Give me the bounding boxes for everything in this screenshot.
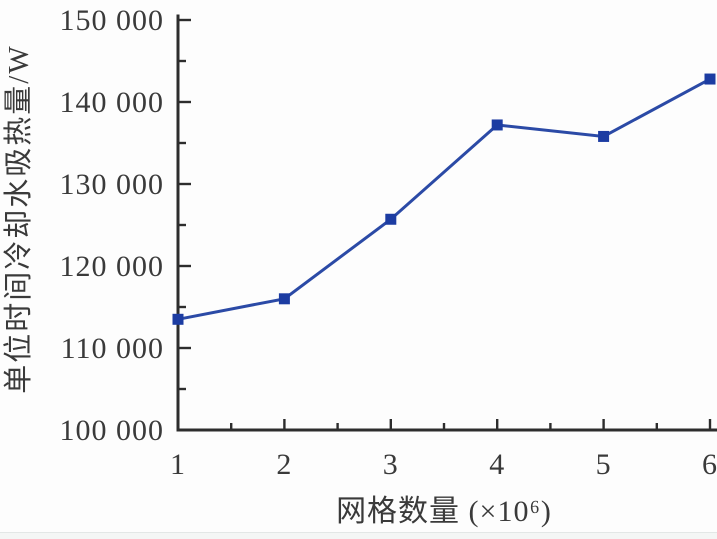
x-tick-label: 3	[383, 448, 399, 481]
y-tick-label: 150 000	[60, 4, 165, 37]
y-tick-label: 120 000	[60, 250, 165, 283]
y-tick-label: 110 000	[61, 332, 164, 365]
x-axis-title: 网格数量 (×10⁶)	[336, 495, 552, 528]
data-line	[177, 77, 711, 321]
axes	[176, 14, 717, 432]
x-tick-label: 6	[702, 448, 717, 481]
y-tick-label: 100 000	[60, 414, 165, 447]
data-point-marker	[598, 130, 610, 142]
y-axis-title: 单位时间冷却水吸热量/W	[3, 44, 35, 394]
axis-ticks	[176, 18, 712, 432]
x-tick-label: 5	[596, 448, 612, 481]
x-tick-label: 4	[489, 448, 505, 481]
scan-edge-artifact	[0, 532, 717, 539]
data-point-marker	[491, 119, 503, 131]
y-tick-label: 140 000	[60, 86, 165, 119]
y-tick-label: 130 000	[60, 168, 165, 201]
data-point-marker	[278, 293, 290, 305]
data-point-marker	[704, 73, 716, 85]
series-heat-absorption	[172, 73, 716, 325]
data-point-marker	[385, 213, 397, 225]
tick-labels: 100 000 110 000 120 000 130 000 140 000 150 0…	[60, 4, 717, 481]
data-point-marker	[172, 313, 184, 325]
x-tick-label: 1	[170, 448, 186, 481]
x-tick-label: 2	[276, 448, 292, 481]
